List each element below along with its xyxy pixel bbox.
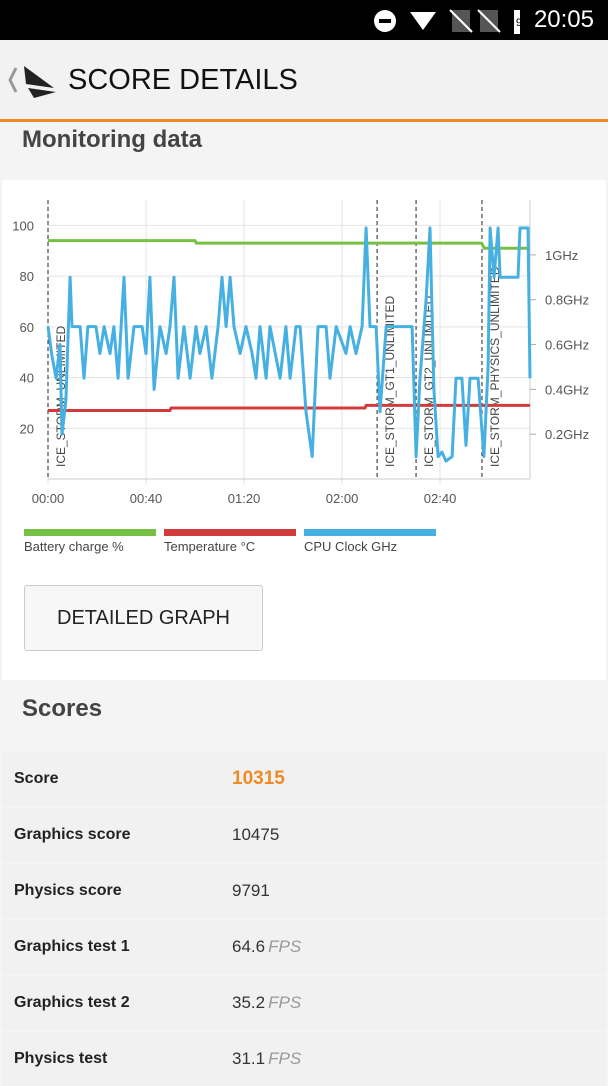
series-line (48, 239, 530, 250)
section-title: Monitoring data (22, 126, 202, 153)
y-tick-label: 60 (20, 320, 34, 335)
y2-tick-label: 1GHz (545, 248, 578, 263)
score-value: 31.1 FPS (232, 1049, 302, 1068)
y2-tick-label: 0.6GHz (545, 338, 589, 353)
y-tick-label: 80 (20, 269, 34, 284)
y-tick-label: 20 (20, 421, 34, 436)
score-row: Graphics test 2 35.2 FPS (2, 976, 606, 1030)
y-tick-label: 100 (12, 218, 34, 233)
test-marker-label: ICE_STORM_GT1_UNLIMITED (383, 296, 397, 467)
x-tick-label: 01:20 (228, 491, 261, 506)
score-row: Score 10315 (2, 752, 606, 806)
x-tick-label: 02:00 (326, 491, 359, 506)
score-label: Graphics test 1 (14, 938, 130, 955)
monitoring-chart: 20 40 60 80 100 00:00 00:40 01:20 02:00 02:40 0.2G… (12, 200, 589, 554)
score-row: Physics test 31.1 FPS (2, 1032, 606, 1086)
battery-level: 91 (516, 17, 520, 29)
x-tick-label: 02:40 (424, 491, 457, 506)
score-unit: FPS (268, 993, 302, 1012)
app-bar: SCORE DETAILS (0, 40, 608, 122)
score-label: Physics test (14, 1050, 108, 1067)
score-label: Physics score (14, 882, 122, 899)
score-row: Graphics score 10475 (2, 808, 606, 862)
series-line (48, 403, 530, 412)
detailed-graph-button[interactable]: DETAILED GRAPH (24, 585, 263, 651)
clock: 20:05 (533, 6, 594, 33)
score-label: Graphics score (14, 826, 131, 843)
score-label: Graphics test 2 (14, 994, 130, 1011)
test-marker-label: ICE_STORM_PHYSICS_UNLIMITED (488, 266, 502, 467)
section-title: Scores (22, 695, 103, 722)
score-label: Score (14, 770, 59, 787)
score-value: 10315 (232, 768, 285, 789)
x-tick-label: 00:40 (130, 491, 163, 506)
score-value: 35.2 FPS (232, 993, 302, 1012)
score-value: 9791 (232, 881, 270, 900)
legend-swatch (164, 529, 296, 536)
legend-swatch (24, 529, 156, 536)
score-value: 10475 (232, 825, 280, 844)
screen-title: SCORE DETAILS (68, 64, 298, 96)
x-tick-label: 00:00 (32, 491, 65, 506)
series-line (46, 226, 532, 463)
legend-label: Temperature °C (164, 539, 255, 554)
y2-tick-label: 0.4GHz (545, 382, 589, 397)
legend-swatch (304, 529, 436, 536)
score-value: 64.6 FPS (232, 937, 302, 956)
score-row: Physics score 9791 (2, 864, 606, 918)
y-tick-label: 40 (20, 371, 34, 386)
y2-tick-label: 0.8GHz (545, 293, 589, 308)
legend-label: CPU Clock GHz (304, 539, 397, 554)
status-bar: 91 20:05 (0, 0, 608, 40)
back-logo[interactable] (4, 58, 64, 102)
score-unit: FPS (268, 1049, 302, 1068)
status-icons: 91 (374, 9, 520, 34)
y2-tick-label: 0.2GHz (545, 427, 589, 442)
score-row: Graphics test 1 64.6 FPS (2, 920, 606, 974)
legend-label: Battery charge % (24, 539, 124, 554)
score-unit: FPS (268, 937, 302, 956)
